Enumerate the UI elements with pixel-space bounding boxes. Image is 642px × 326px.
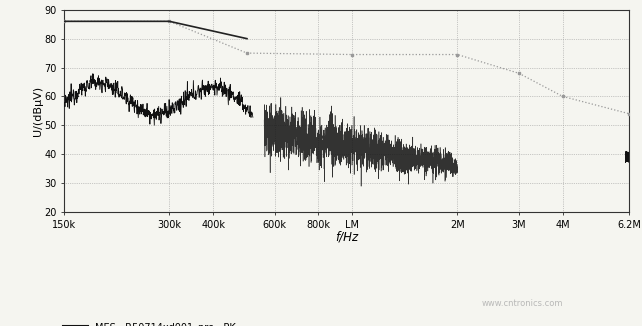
Text: www.cntronics.com: www.cntronics.com — [482, 300, 563, 308]
Legend: MES   R50714xd001_pre   PK, LIM   CISPR 25  Fbb   PK2          Field Strength PK: MES R50714xd001_pre PK, LIM CISPR 25 Fbb… — [64, 322, 361, 326]
Y-axis label: U/(dBμV): U/(dBμV) — [33, 86, 43, 136]
X-axis label: f/Hz: f/Hz — [335, 231, 358, 244]
